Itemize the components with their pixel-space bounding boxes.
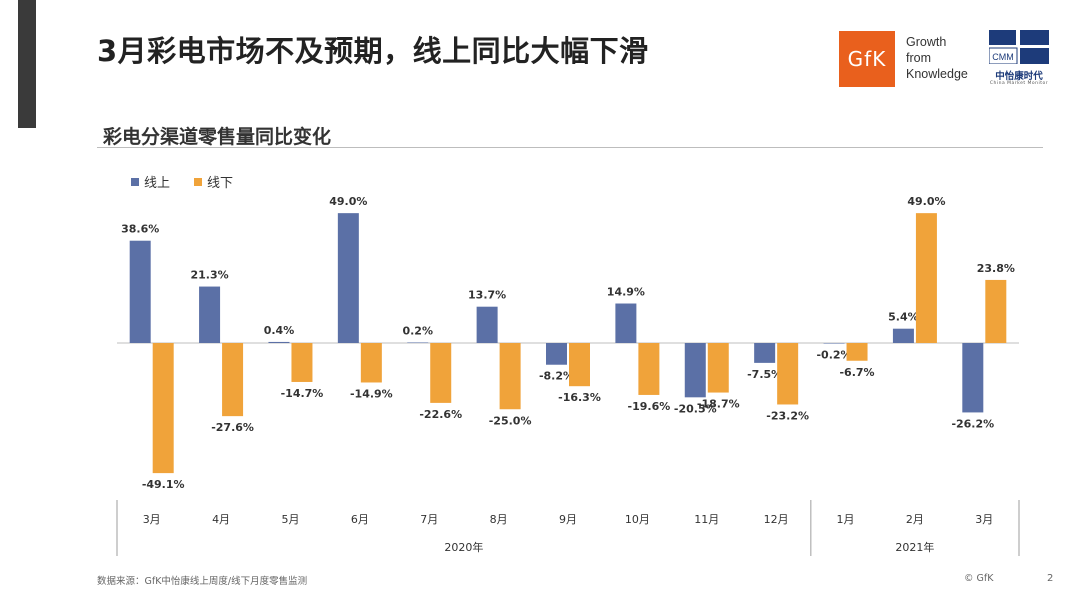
data-label-online-10: -0.2% — [816, 349, 851, 362]
data-label-offline-11: 49.0% — [907, 195, 945, 208]
legend-label-offline: 线下 — [207, 176, 234, 191]
data-label-offline-1: -27.6% — [211, 421, 254, 434]
data-label-online-0: 38.6% — [121, 223, 159, 236]
x-tick-label-11: 2月 — [906, 513, 924, 526]
x-tick-label-10: 1月 — [837, 513, 855, 526]
x-tick-label-1: 4月 — [212, 513, 230, 526]
legend-item-online: 线上 — [131, 172, 170, 191]
data-label-offline-5: -25.0% — [489, 414, 532, 427]
bar-offline-12 — [985, 279, 1007, 343]
data-label-offline-3: -14.9% — [350, 387, 393, 400]
legend-item-offline: 线下 — [194, 172, 233, 191]
data-label-offline-7: -19.6% — [628, 400, 671, 413]
x-tick-label-2: 5月 — [281, 513, 299, 526]
bar-offline-6 — [569, 343, 590, 387]
data-label-online-11: 5.4% — [888, 311, 919, 324]
bar-offline-4 — [430, 343, 452, 403]
bar-online-6 — [546, 343, 567, 365]
legend-swatch-offline — [194, 177, 203, 186]
data-label-online-5: 13.7% — [468, 289, 506, 302]
x-tick-label-7: 10月 — [625, 513, 650, 526]
page-title: 3月彩电市场不及预期，线上同比大幅下滑 — [97, 34, 649, 68]
bar-online-1 — [199, 286, 221, 343]
bar-online-0 — [129, 240, 151, 343]
x-tick-label-12: 3月 — [975, 513, 993, 526]
bar-online-3 — [337, 213, 359, 343]
gfk-logo: GfK — [839, 31, 895, 87]
bar-online-9 — [754, 343, 776, 363]
bar-offline-1 — [222, 343, 244, 417]
x-tick-label-3: 6月 — [351, 513, 369, 526]
group-label-0: 2020年 — [444, 540, 483, 554]
cmm-logo-mark: CMM — [989, 30, 1049, 64]
data-label-offline-12: 23.8% — [977, 262, 1015, 275]
x-tick-label-6: 9月 — [559, 513, 577, 526]
bar-offline-7 — [638, 343, 660, 395]
data-label-online-7: 14.9% — [607, 286, 645, 299]
accent-sidebar — [18, 0, 36, 128]
data-label-online-2: 0.4% — [264, 324, 295, 337]
chart-subtitle: 彩电分渠道零售量同比变化 — [103, 126, 332, 148]
chart-legend: 线上 线下 — [131, 172, 233, 191]
data-label-online-8: -20.5% — [674, 402, 717, 415]
data-label-online-4: 0.2% — [402, 324, 433, 337]
gfk-tagline-line3: Knowledge — [906, 67, 968, 81]
footer-copyright: © GfK — [964, 573, 994, 584]
bar-online-2 — [268, 341, 290, 343]
bar-online-4 — [407, 342, 429, 343]
x-tick-label-9: 12月 — [764, 513, 789, 526]
bar-online-11 — [892, 328, 914, 343]
group-label-1: 2021年 — [895, 540, 934, 554]
data-label-offline-2: -14.7% — [281, 387, 324, 400]
x-tick-label-4: 7月 — [420, 513, 438, 526]
data-label-offline-6: -16.3% — [558, 391, 601, 404]
cmm-name: 中怡康时代 — [995, 71, 1043, 82]
bar-offline-5 — [499, 343, 521, 410]
data-label-online-1: 21.3% — [190, 269, 228, 282]
cmm-mark-text: CMM — [992, 52, 1014, 62]
gfk-tagline-line1: Growth — [906, 35, 947, 49]
x-tick-label-8: 11月 — [694, 513, 719, 526]
data-label-offline-0: -49.1% — [142, 478, 185, 491]
bar-online-12 — [962, 343, 984, 413]
bar-offline-9 — [777, 343, 799, 405]
bar-online-7 — [615, 303, 637, 343]
data-label-offline-10: -6.7% — [839, 366, 874, 379]
gfk-tagline-line2: from — [906, 51, 931, 65]
bar-offline-10 — [846, 343, 868, 361]
page-number: 2 — [1047, 573, 1054, 584]
bar-online-5 — [476, 306, 498, 343]
data-label-offline-9: -23.2% — [766, 409, 809, 422]
data-label-online-12: -26.2% — [951, 417, 994, 430]
bar-offline-2 — [291, 343, 313, 382]
x-tick-label-0: 3月 — [143, 513, 161, 526]
x-tick-label-5: 8月 — [490, 513, 508, 526]
data-label-online-3: 49.0% — [329, 195, 367, 208]
legend-swatch-online — [131, 177, 139, 186]
divider-line — [97, 147, 1043, 148]
footer-source: 数据来源：GfK中怡康线上周度/线下月度零售监测 — [97, 576, 308, 587]
bar-offline-8 — [707, 343, 729, 393]
data-label-online-9: -7.5% — [747, 368, 782, 381]
cmm-logo: CMM 中怡康时代 China Market Monitor — [989, 30, 1049, 90]
legend-label-online: 线上 — [144, 176, 171, 191]
bar-offline-0 — [152, 343, 174, 474]
bar-offline-11 — [915, 213, 937, 343]
gfk-tagline: Growth from Knowledge — [906, 34, 968, 82]
data-label-online-6: -8.2% — [539, 370, 574, 383]
cmm-subname: China Market Monitor — [989, 81, 1049, 86]
bar-online-10 — [823, 343, 845, 344]
bar-offline-3 — [360, 343, 382, 383]
bar-online-8 — [684, 343, 706, 398]
data-label-offline-4: -22.6% — [419, 408, 462, 421]
data-label-offline-8: -18.7% — [697, 398, 740, 411]
